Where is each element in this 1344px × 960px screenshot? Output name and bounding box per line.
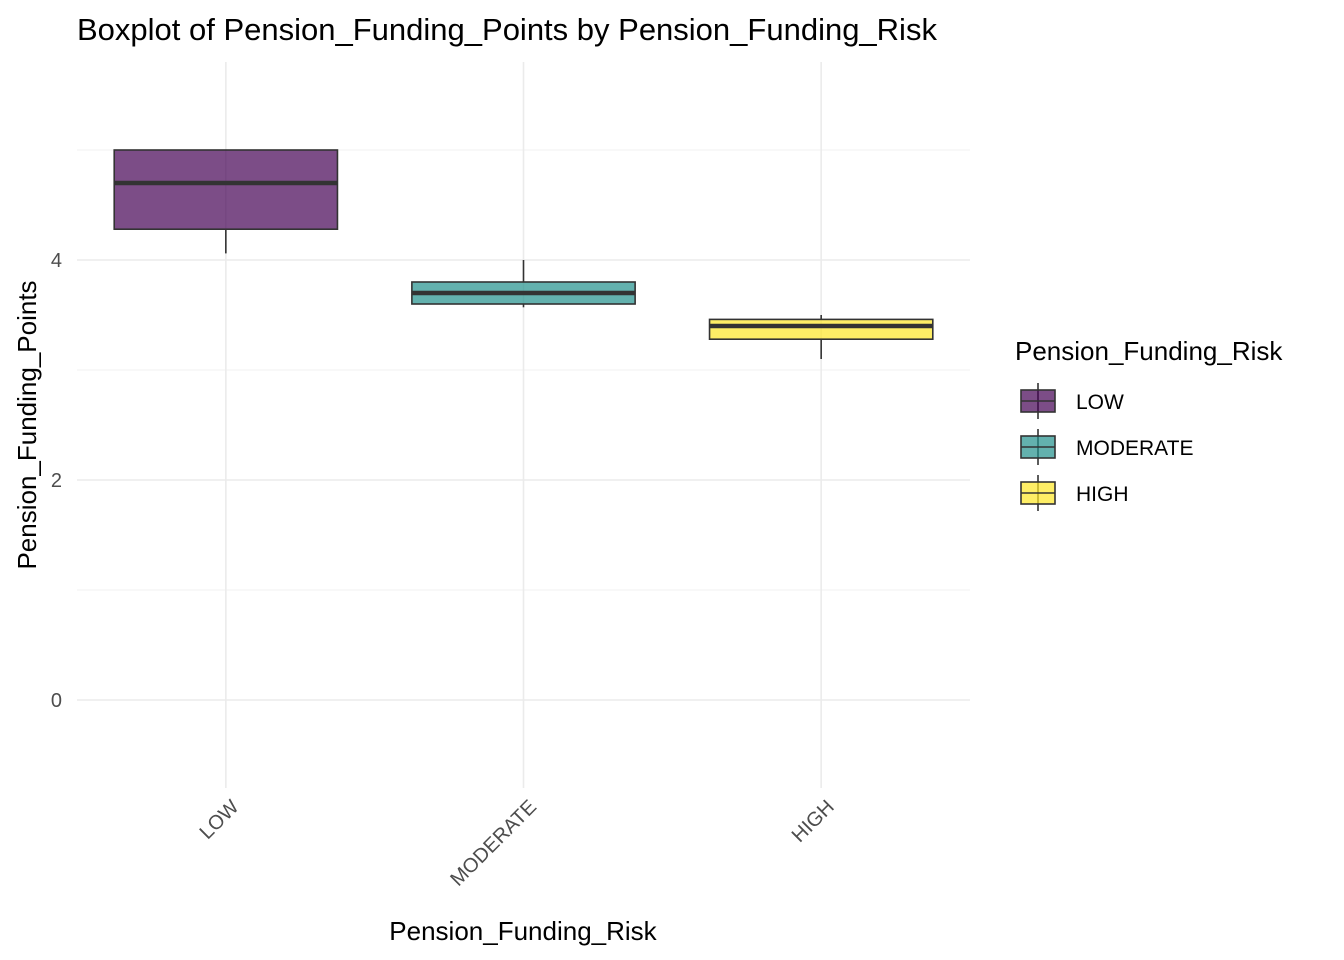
box-iqr (113, 149, 339, 230)
y-tick-label: 0 (51, 690, 62, 712)
box-iqr (708, 318, 934, 340)
x-tick-label: HIGH (788, 796, 839, 847)
legend-item-moderate: MODERATE (1020, 429, 1193, 465)
chart-title: Boxplot of Pension_Funding_Points by Pen… (77, 12, 937, 47)
legend-item-low: LOW (1020, 383, 1124, 419)
legend-label: HIGH (1076, 483, 1129, 506)
legend-item-high: HIGH (1020, 475, 1129, 511)
box-low (113, 149, 339, 254)
boxes (113, 149, 934, 359)
box-moderate (411, 260, 636, 308)
x-axis-title: Pension_Funding_Risk (389, 916, 657, 946)
y-tick-label: 2 (51, 470, 62, 492)
legend-label: MODERATE (1076, 437, 1193, 460)
x-tick-label: LOW (196, 796, 244, 844)
legend: Pension_Funding_Risk LOW MODERATE HIGH (1015, 336, 1283, 511)
legend-keys: LOW MODERATE HIGH (1020, 383, 1193, 511)
legend-title: Pension_Funding_Risk (1015, 336, 1283, 366)
x-tick-label: MODERATE (446, 796, 541, 891)
box-high (708, 315, 934, 359)
y-axis-title: Pension_Funding_Points (12, 280, 42, 569)
y-tick-label: 4 (51, 250, 62, 272)
tick-labels: 0 2 4 LOW MODERATE HIGH (51, 250, 839, 891)
legend-label: LOW (1076, 391, 1124, 414)
